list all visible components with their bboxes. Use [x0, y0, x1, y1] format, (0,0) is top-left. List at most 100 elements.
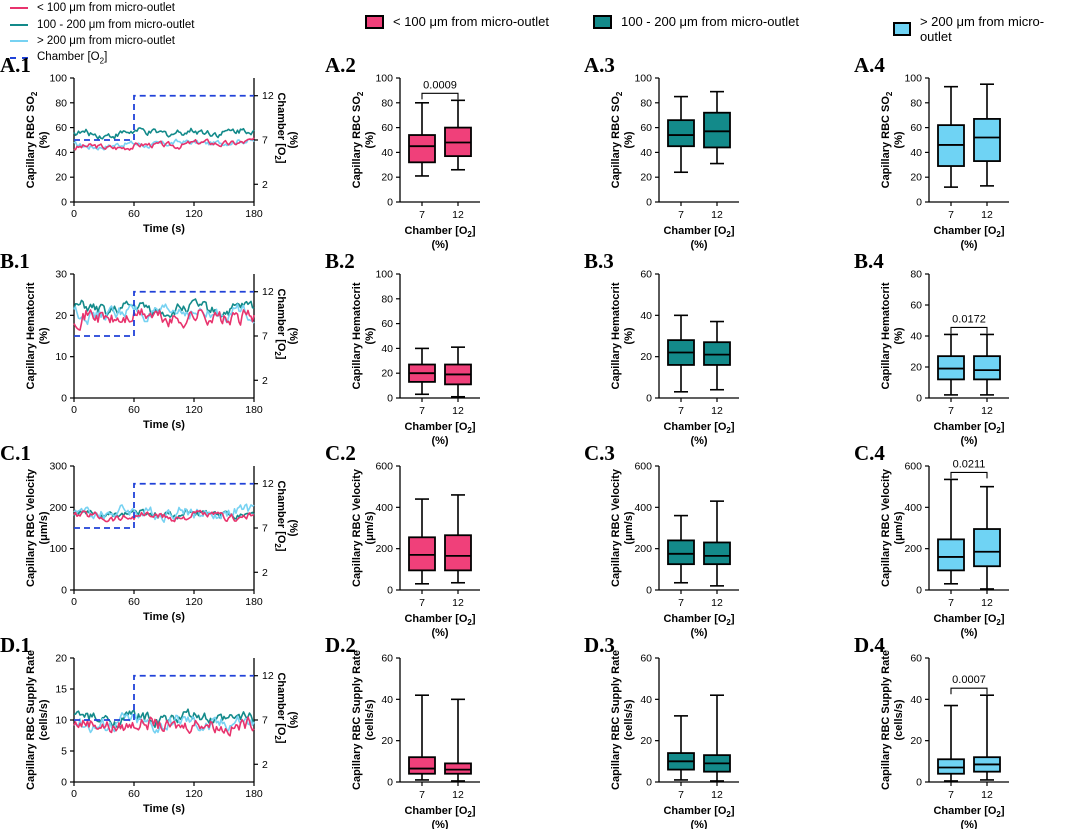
x-axis-label: Chamber [O2] — [933, 805, 1004, 819]
y-axis-label-unit: (cells/s) — [38, 699, 50, 740]
y-tick-label: 0 — [646, 585, 652, 597]
y-axis-label-unit: (%) — [623, 327, 635, 344]
y-tick-label: 400 — [634, 502, 652, 514]
panel-B-3: B.3 0 20 40 60 7 12 Chamber [O2] (%) Capillary He… — [584, 246, 784, 447]
axes: 0 5 10 15 20 0 60 120 180 2 7 12 Time (s) Capillary R… — [25, 650, 299, 815]
y-tick-label: 0 — [387, 777, 393, 789]
x-axis-label-unit: (%) — [960, 239, 977, 251]
panel-D-4: D.4 0 20 40 60 7 12 Chamber [O2] (%) Capillary RB… — [854, 630, 1054, 829]
y-axis-label-unit: (%) — [893, 131, 905, 148]
x-tick-label: 7 — [948, 789, 954, 801]
x-tick-label: 7 — [419, 405, 425, 417]
p-value-label: 0.0211 — [953, 458, 986, 470]
y-tick-label: 400 — [375, 502, 393, 514]
y-tick-label: 600 — [375, 461, 393, 473]
x-tick-label: 12 — [711, 405, 723, 417]
y-axis-label: Capillary RBC SO2 — [610, 91, 624, 188]
panel-label: B.3 — [584, 249, 614, 273]
x-tick-label: 12 — [452, 209, 464, 221]
y-tick-label: 40 — [640, 694, 652, 706]
y-tick-label: 0 — [387, 393, 393, 405]
y-tick-label: 40 — [910, 694, 922, 706]
x-axis-label: Chamber [O2] — [404, 225, 475, 239]
y-tick-label: 20 — [55, 653, 67, 665]
y-tick-label: 100 — [375, 73, 393, 85]
panel-D-1: D.1 0 5 10 15 20 0 60 120 180 2 7 12 Time (s) Capillar… — [0, 630, 300, 820]
y2-axis-label: Chamber [O2] — [273, 288, 287, 359]
legend-swatch-far — [893, 22, 911, 36]
y-tick-label: 40 — [55, 147, 67, 159]
y-tick-label: 600 — [904, 461, 922, 473]
x-tick-label: 180 — [245, 596, 263, 608]
chamber-o2-line — [74, 482, 254, 529]
y-tick-label: 0 — [646, 197, 652, 209]
y-tick-label: 0 — [916, 197, 922, 209]
panel-A-4: A.4 0 20 40 60 80 100 7 12 Chamber [O2] (%) Capilla… — [854, 50, 1054, 251]
box-7 — [937, 85, 965, 188]
chart-D.1: D.1 0 5 10 15 20 0 60 120 180 2 7 12 Time (s) Capillar… — [0, 633, 299, 815]
box-iqr — [667, 119, 695, 148]
y-tick-label: 0 — [916, 585, 922, 597]
x-axis-label-unit: (%) — [690, 239, 707, 251]
y-axis-label: Capillary RBC Velocity — [351, 468, 363, 587]
panel-label: A.1 — [0, 53, 31, 77]
box-12 — [973, 694, 1001, 781]
panel-A-2: A.2 0 20 40 60 80 100 7 12 Chamber [O2] (%) Capilla… — [325, 50, 525, 251]
x-tick-label: 12 — [981, 209, 993, 221]
x-tick-label: 12 — [981, 597, 993, 609]
series-line-mid — [73, 708, 255, 729]
y-tick-label: 300 — [49, 461, 67, 473]
x-tick-label: 7 — [678, 789, 684, 801]
box-7 — [408, 498, 436, 585]
y-tick-label: 200 — [375, 543, 393, 555]
y-tick-label: 60 — [910, 653, 922, 665]
significance-bracket — [950, 326, 988, 334]
y-axis-label: Capillary Hematocrit — [880, 282, 892, 389]
y-axis-label-unit: (cells/s) — [623, 699, 635, 740]
series-line-mid — [73, 127, 255, 140]
x-tick-label: 180 — [245, 788, 263, 800]
y-axis-label-unit: (%) — [893, 327, 905, 344]
legend-swatch-near — [365, 14, 384, 29]
y-axis-label-unit: (μm/s) — [623, 511, 635, 544]
panel-label: D.3 — [584, 633, 615, 657]
panel-B-2: B.2 0 20 40 60 80 100 7 12 Chamber [O2] (%) Capilla… — [325, 246, 525, 447]
legend-label-near: < 100 μm from micro-outlet — [393, 14, 549, 29]
panel-label: B.2 — [325, 249, 355, 273]
y-tick-label: 0 — [646, 777, 652, 789]
y-tick-label: 100 — [49, 543, 67, 555]
x-tick-label: 60 — [128, 208, 140, 220]
box-12 — [973, 83, 1001, 187]
x-axis-label: Chamber [O2] — [404, 421, 475, 435]
x-tick-label: 180 — [245, 404, 263, 416]
box-iqr — [444, 534, 472, 572]
legend-line-label: > 200 μm from micro-outlet — [37, 35, 175, 48]
box-iqr — [703, 541, 731, 566]
box-iqr — [408, 536, 436, 572]
legend-line-label: Chamber [O2] — [37, 50, 108, 65]
legend-line-label: < 100 μm from micro-outlet — [37, 2, 175, 15]
panel-label: C.4 — [854, 441, 885, 465]
x-tick-label: 120 — [185, 208, 203, 220]
x-axis-label: Time (s) — [143, 223, 185, 235]
legend-line-item: Chamber [O2] — [10, 50, 194, 67]
axes: 0 20 40 60 7 12 Chamber [O2](%) Capillary RBC S… — [351, 650, 480, 829]
x-axis-label: Time (s) — [143, 611, 185, 623]
legend-line-item: < 100 μm from micro-outlet — [10, 0, 194, 17]
panel-label: B.4 — [854, 249, 884, 273]
y-tick-label: 5 — [61, 746, 67, 758]
y2-axis-label-unit: (%) — [287, 131, 299, 148]
y-axis-label: Capillary RBC SO2 — [880, 91, 894, 188]
box-7 — [408, 694, 436, 781]
y-tick-label: 80 — [640, 97, 652, 109]
axes: 0 10 20 30 0 60 120 180 2 7 12 Time (s) Capillary He… — [25, 269, 299, 432]
box-12 — [703, 320, 731, 391]
y-tick-label: 60 — [910, 122, 922, 134]
